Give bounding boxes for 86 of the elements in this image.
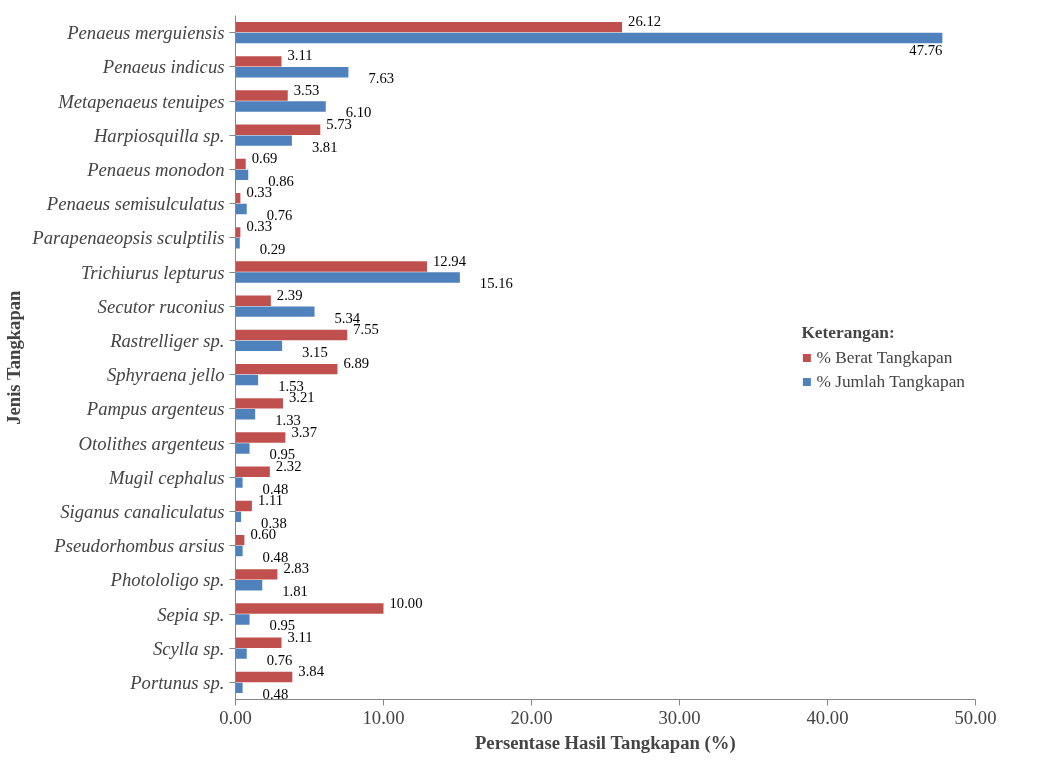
data-label: 12.94 <box>433 252 467 269</box>
bar <box>235 56 282 67</box>
bar <box>235 671 293 683</box>
data-label: 0.29 <box>259 241 286 258</box>
data-label: 6.89 <box>343 355 370 372</box>
y-tick-label: Pampus argenteus <box>85 398 225 420</box>
bar <box>235 648 247 659</box>
legend-title: Keterangan: <box>801 322 896 343</box>
data-label: 47.76 <box>909 42 943 59</box>
bar <box>235 637 282 648</box>
data-label: 10.00 <box>389 594 423 611</box>
bar <box>235 124 321 135</box>
data-label: 0.69 <box>251 149 278 166</box>
bar <box>235 21 623 33</box>
data-label: 0.86 <box>268 172 294 189</box>
x-tick-label: 0.00 <box>219 706 252 728</box>
y-tick-label: Sepia sp. <box>157 603 225 625</box>
bar <box>235 203 247 215</box>
bar <box>235 603 384 614</box>
data-label: 3.11 <box>287 47 313 64</box>
y-axis-title: Jenis Tangkapan <box>3 289 25 425</box>
x-tick-label: 50.00 <box>954 706 997 728</box>
bar <box>235 466 270 477</box>
x-axis-title: Persentase Hasil Tangkapan (%) <box>474 731 736 754</box>
legend-label: % Berat Tangkapan <box>816 347 953 368</box>
bar <box>235 580 263 591</box>
data-label: 7.63 <box>368 70 395 87</box>
y-tick-label: Pseudorhombus arsius <box>53 535 225 557</box>
data-label: 3.81 <box>311 138 338 155</box>
bar <box>235 569 278 580</box>
bar <box>235 374 259 386</box>
data-label: 3.15 <box>302 343 328 360</box>
x-tick-label: 10.00 <box>362 706 405 728</box>
y-tick-label: Otolithes argenteus <box>78 432 225 454</box>
bar <box>235 398 284 409</box>
bar <box>235 500 252 512</box>
bar <box>235 90 288 101</box>
data-label: 0.48 <box>262 685 289 702</box>
y-tick-label: Secutor ruconius <box>97 295 225 317</box>
y-tick-label: Mugil cephalus <box>107 466 225 488</box>
data-label: 3.84 <box>298 662 325 679</box>
bar <box>235 169 249 181</box>
y-tick-label: Harpiosquilla sp. <box>92 124 225 146</box>
bar <box>235 158 246 170</box>
data-label: 0.38 <box>261 514 287 531</box>
bar <box>235 443 250 454</box>
data-label: 1.81 <box>282 583 308 600</box>
bar <box>235 682 243 694</box>
y-tick-label: Sphyraena jello <box>106 364 225 386</box>
data-label: 3.53 <box>293 81 320 98</box>
bar <box>235 329 348 341</box>
x-tick-label: 40.00 <box>806 706 849 728</box>
y-tick-label: Penaeus monodon <box>86 158 225 180</box>
y-tick-label: Penaeus indicus <box>101 56 225 78</box>
bar <box>235 261 428 272</box>
bar <box>235 340 283 352</box>
y-tick-label: Parapenaeopsis sculptilis <box>31 227 225 249</box>
y-tick-label: Penaeus semisulculatus <box>45 193 225 215</box>
data-label: 0.76 <box>266 651 293 668</box>
bar <box>235 135 292 146</box>
bar <box>235 272 460 283</box>
bar <box>235 306 315 317</box>
bar <box>235 32 943 44</box>
data-label: 26.12 <box>628 13 662 30</box>
y-tick-label: Trichiurus lepturus <box>80 261 225 283</box>
y-tick-label: Siganus canaliculatus <box>60 500 225 522</box>
bar <box>235 363 338 375</box>
bar <box>235 545 243 557</box>
bar <box>235 295 271 306</box>
y-tick-label: Penaeus merguiensis <box>66 22 225 44</box>
bar <box>235 432 286 443</box>
bar <box>235 409 256 420</box>
x-tick-label: 30.00 <box>658 706 701 728</box>
bar <box>235 614 250 625</box>
x-tick-label: 20.00 <box>510 706 553 728</box>
legend-label: % Jumlah Tangkapan <box>816 371 965 392</box>
y-tick-label: Scylla sp. <box>153 637 225 659</box>
y-tick-label: Rastrelliger sp. <box>109 329 225 351</box>
y-tick-label: Portunus sp. <box>129 671 225 693</box>
y-tick-label: Metapenaeus tenuipes <box>57 90 225 112</box>
data-label: 15.16 <box>479 275 513 292</box>
y-tick-label: Photololigo sp. <box>109 569 225 591</box>
data-label: 2.39 <box>276 286 303 303</box>
bar <box>235 101 326 112</box>
bar <box>235 477 243 488</box>
bar <box>235 67 349 78</box>
